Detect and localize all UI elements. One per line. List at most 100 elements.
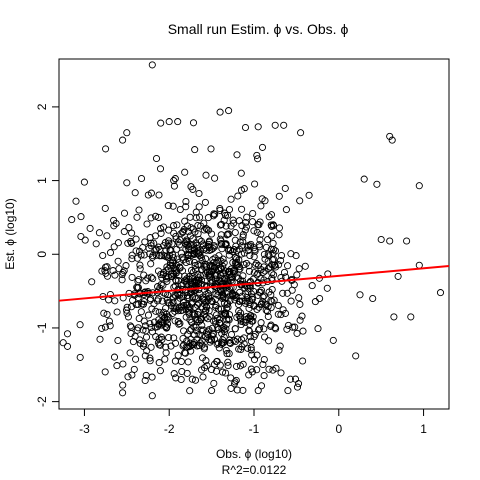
data-point <box>165 333 173 342</box>
data-point <box>238 297 246 305</box>
data-point <box>215 344 223 352</box>
data-point <box>143 347 151 355</box>
data-point <box>98 324 106 332</box>
data-point <box>270 245 278 254</box>
data-point <box>192 208 200 216</box>
data-point <box>189 340 197 348</box>
data-point <box>284 387 292 395</box>
data-point <box>169 251 177 259</box>
data-point <box>394 272 402 280</box>
data-point <box>111 297 119 305</box>
data-point <box>133 254 142 262</box>
data-point <box>272 263 280 271</box>
data-point <box>135 247 144 255</box>
data-point <box>253 271 261 279</box>
data-point <box>191 262 199 270</box>
data-point <box>202 290 210 299</box>
data-point <box>147 189 155 197</box>
data-point <box>146 296 154 304</box>
data-point <box>217 231 225 239</box>
data-point <box>163 296 171 304</box>
data-point <box>187 183 195 191</box>
data-point <box>436 289 445 297</box>
data-point <box>98 267 106 275</box>
data-point <box>152 307 160 315</box>
data-point <box>186 232 194 240</box>
data-point <box>283 325 291 333</box>
data-point <box>170 370 178 378</box>
data-point <box>170 182 178 190</box>
data-point <box>95 229 103 237</box>
data-point <box>210 379 218 387</box>
y-axis: -2 -1 0 1 2 <box>35 103 59 407</box>
data-point <box>208 387 216 395</box>
data-point <box>242 259 251 267</box>
data-point <box>200 226 208 234</box>
data-point <box>140 251 148 259</box>
data-point <box>113 308 121 316</box>
data-point <box>247 365 255 373</box>
data-point <box>142 333 151 341</box>
data-point <box>221 211 230 219</box>
data-point <box>217 310 225 318</box>
data-point <box>152 212 160 220</box>
data-point <box>264 302 272 311</box>
data-point <box>177 375 185 384</box>
data-point <box>128 371 136 379</box>
data-point <box>233 151 241 159</box>
data-point <box>157 333 165 341</box>
data-point <box>180 341 188 349</box>
data-point <box>239 360 247 368</box>
data-point <box>415 182 423 190</box>
data-point <box>261 267 269 275</box>
data-point <box>204 330 212 338</box>
data-point <box>268 232 276 240</box>
data-point <box>268 276 276 284</box>
data-point <box>250 253 258 261</box>
data-point <box>291 375 300 383</box>
data-point <box>215 252 223 260</box>
data-point <box>238 205 246 213</box>
data-point <box>103 310 111 318</box>
data-point <box>275 346 283 354</box>
data-point <box>314 325 322 333</box>
data-point <box>105 296 113 304</box>
data-point <box>268 261 276 269</box>
data-point <box>167 246 175 254</box>
data-point <box>243 213 251 221</box>
data-point <box>130 291 139 299</box>
data-point <box>99 251 107 260</box>
x-tick-label: -2 <box>164 422 175 436</box>
data-point <box>86 224 94 232</box>
data-point <box>251 180 259 188</box>
data-point <box>316 294 324 303</box>
data-point <box>253 228 261 236</box>
data-point <box>210 360 219 368</box>
data-point <box>256 236 264 244</box>
data-point <box>296 300 304 308</box>
data-point <box>280 268 289 276</box>
data-point <box>169 298 177 306</box>
data-point <box>100 309 108 317</box>
data-point <box>148 61 156 69</box>
data-point <box>235 345 243 353</box>
data-point <box>255 221 263 229</box>
data-point <box>227 374 235 382</box>
data-point <box>305 191 313 199</box>
data-point <box>262 306 270 314</box>
data-point <box>220 275 229 283</box>
data-point <box>242 290 250 298</box>
data-point <box>178 367 186 376</box>
data-point <box>265 213 273 221</box>
y-tick-label: -2 <box>35 396 49 407</box>
data-point <box>171 357 179 365</box>
data-point <box>208 332 216 340</box>
data-point <box>261 333 269 341</box>
data-point <box>103 232 111 240</box>
data-point <box>237 169 245 177</box>
data-point <box>254 123 262 131</box>
data-point <box>165 118 173 126</box>
data-point <box>185 243 193 251</box>
data-point <box>287 297 295 305</box>
data-point <box>295 265 303 273</box>
